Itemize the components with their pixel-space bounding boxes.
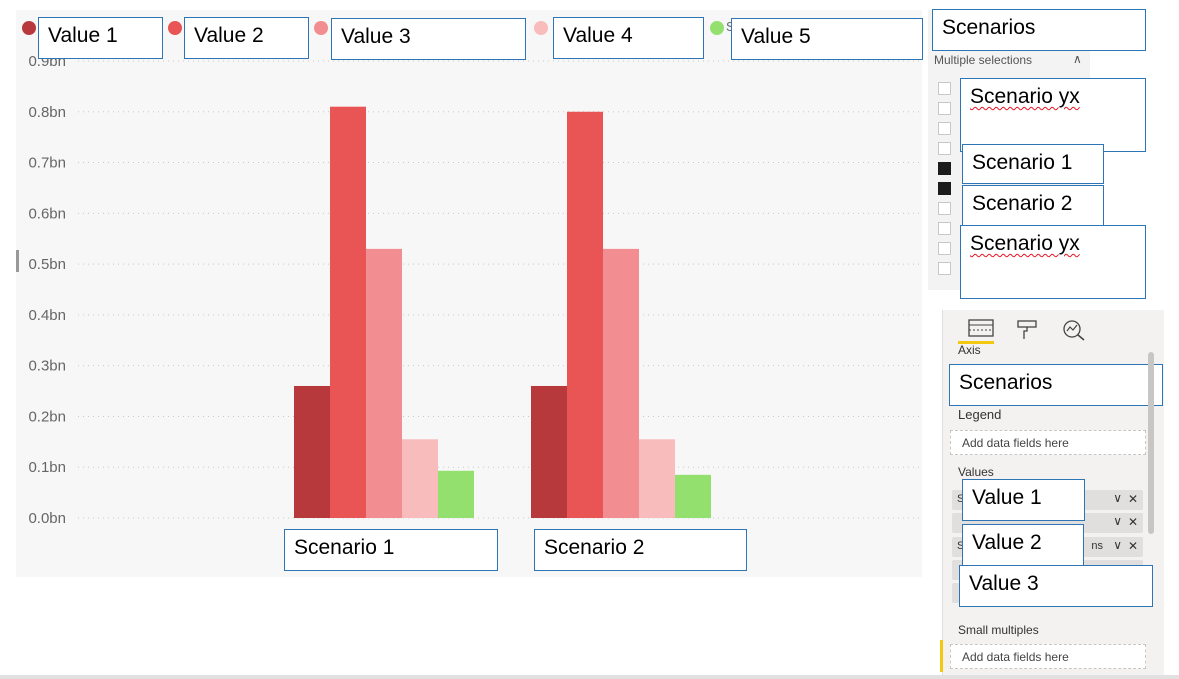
remove-field-icon[interactable]: ✕: [1127, 515, 1138, 529]
bar-value-4-scenario-2[interactable]: [639, 439, 675, 518]
bar-value-2-scenario-2[interactable]: [567, 111, 603, 519]
legend-label-value-3[interactable]: Value 3: [331, 18, 526, 60]
field-chip-prefix: S: [957, 493, 965, 505]
legend-marker-value-1: [22, 21, 36, 35]
slicer-checkbox[interactable]: [938, 122, 951, 135]
y-tick-label: 0.1bn: [28, 459, 66, 476]
chevron-down-icon[interactable]: ∨: [1113, 538, 1122, 552]
slicer-item-scenario-2[interactable]: Scenario 2: [962, 185, 1104, 227]
axis-field-scenarios[interactable]: Scenarios: [949, 364, 1163, 406]
page-bottom-border: [0, 675, 1179, 679]
resize-handle[interactable]: [16, 250, 19, 272]
legend-label-value-2[interactable]: Value 2: [184, 17, 309, 59]
format-paint-roller-icon[interactable]: [1015, 318, 1039, 347]
slicer-item-label: Scenario yx: [970, 85, 1080, 108]
y-tick-label: 0.8bn: [28, 104, 66, 121]
legend-marker-value-5: [710, 21, 724, 35]
bar-value-2-scenario-1[interactable]: [330, 106, 366, 518]
value-field-value-3[interactable]: Value 3: [959, 565, 1153, 607]
slicer-checkbox[interactable]: [938, 242, 951, 255]
slicer-checkbox[interactable]: [938, 182, 951, 195]
chevron-down-icon[interactable]: ∨: [1113, 491, 1122, 505]
legend-marker-value-3: [314, 21, 328, 35]
remove-field-icon[interactable]: ✕: [1127, 492, 1138, 506]
slicer-item-scenario-1[interactable]: Scenario 1: [962, 144, 1104, 184]
legend-label-value-5[interactable]: Value 5: [731, 18, 923, 60]
slicer-item-scenario-yx[interactable]: Scenario yx: [960, 78, 1146, 152]
bar-value-4-scenario-1[interactable]: [402, 439, 438, 518]
value-field-value-2[interactable]: Value 2: [962, 524, 1084, 566]
bar-value-1-scenario-2[interactable]: [531, 385, 567, 518]
slicer-checkbox[interactable]: [938, 82, 951, 95]
y-tick-label: 0.4bn: [28, 307, 66, 324]
slicer-checkbox[interactable]: [938, 202, 951, 215]
bar-value-5-scenario-1[interactable]: [438, 470, 474, 518]
legend-label-value-1[interactable]: Value 1: [38, 17, 163, 59]
legend-marker-value-4: [534, 21, 548, 35]
slicer-item-label: Scenario yx: [970, 232, 1080, 255]
remove-field-icon[interactable]: ✕: [1127, 539, 1138, 553]
slicer-checkbox[interactable]: [938, 102, 951, 115]
values-well-label: Values: [958, 465, 994, 479]
legend-well-label: Legend: [958, 407, 1002, 422]
small-multiples-drop-zone[interactable]: Add data fields here: [950, 644, 1146, 669]
y-tick-label: 0.2bn: [28, 408, 66, 425]
chart-canvas: 0.0bn 0.1bn 0.2bn 0.3bn 0.4bn 0.5bn 0.6bn 0.7bn…: [16, 53, 922, 527]
slicer-checkbox[interactable]: [938, 162, 951, 175]
slicer-checkbox[interactable]: [938, 222, 951, 235]
active-tab-indicator: [958, 341, 994, 344]
y-tick-label: 0.7bn: [28, 155, 66, 172]
axis-well-label: Axis: [958, 343, 981, 357]
chevron-up-icon[interactable]: ∧: [1073, 52, 1082, 66]
y-tick-label: 0.6bn: [28, 205, 66, 222]
category-label-scenario-2: Scenario 2: [534, 529, 747, 571]
analytics-magnifier-icon[interactable]: [1061, 318, 1087, 347]
pane-scrollbar[interactable]: [1148, 352, 1154, 534]
clustered-column-chart[interactable]: 0.0bn 0.1bn 0.2bn 0.3bn 0.4bn 0.5bn 0.6bn 0.7bn…: [16, 10, 922, 577]
category-label-scenario-1: Scenario 1: [284, 529, 498, 571]
legend-label-value-4[interactable]: Value 4: [553, 17, 704, 59]
chevron-down-icon[interactable]: ∨: [1113, 514, 1122, 528]
slicer-checkbox[interactable]: [938, 142, 951, 155]
y-tick-label: 0.3bn: [28, 358, 66, 375]
bar-value-1-scenario-1[interactable]: [294, 385, 330, 518]
slicer-item-scenario-yx-2[interactable]: Scenario yx: [960, 225, 1146, 299]
legend-marker-value-2: [168, 21, 182, 35]
field-chip-prefix: S: [957, 540, 965, 552]
field-chip-suffix: ns: [1091, 540, 1103, 552]
slicer-selection-summary[interactable]: Multiple selections: [934, 53, 1033, 67]
fields-tab-icon[interactable]: [968, 318, 994, 343]
slicer-title: Scenarios: [932, 9, 1146, 51]
small-multiples-well-label: Small multiples: [958, 623, 1039, 637]
bar-value-3-scenario-2[interactable]: [603, 248, 639, 518]
pane-accent-bar: [940, 640, 943, 672]
y-tick-label: 0.5bn: [28, 256, 66, 273]
slicer-checkbox[interactable]: [938, 262, 951, 275]
bar-value-5-scenario-2[interactable]: [675, 474, 711, 518]
y-tick-label: 0.0bn: [28, 510, 66, 527]
legend-well-drop-zone[interactable]: Add data fields here: [950, 430, 1146, 455]
legend-peek-letter: S: [726, 19, 735, 34]
value-field-value-1[interactable]: Value 1: [962, 479, 1085, 521]
bar-value-3-scenario-1[interactable]: [366, 248, 402, 518]
